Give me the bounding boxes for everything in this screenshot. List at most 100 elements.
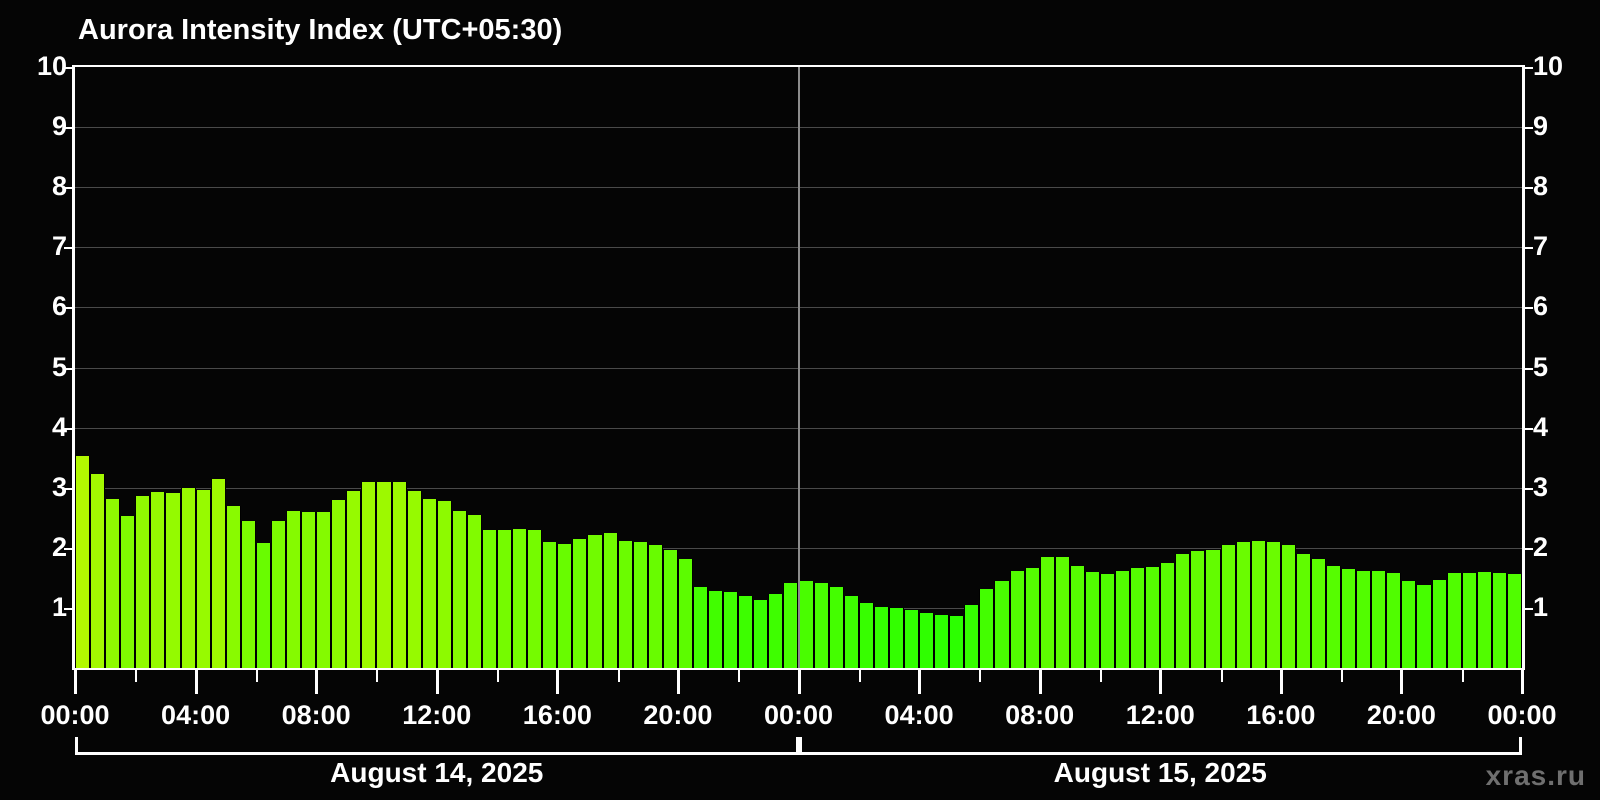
bar[interactable] <box>421 498 437 668</box>
bar[interactable] <box>1416 585 1432 668</box>
bar[interactable] <box>1024 568 1040 668</box>
bar[interactable] <box>105 498 121 668</box>
bar[interactable] <box>708 591 724 668</box>
bar[interactable] <box>1295 553 1311 668</box>
bar[interactable] <box>1039 557 1055 668</box>
bar[interactable] <box>753 600 769 668</box>
bar[interactable] <box>1160 563 1176 668</box>
bar[interactable] <box>481 529 498 668</box>
bar[interactable] <box>632 541 648 668</box>
bar[interactable] <box>964 604 980 668</box>
y-tick-mark-left-8 <box>64 187 75 189</box>
bar[interactable] <box>1461 573 1477 668</box>
bar[interactable] <box>768 594 784 668</box>
bar[interactable] <box>602 533 618 668</box>
bar[interactable] <box>1054 557 1070 668</box>
bar[interactable] <box>1476 571 1492 668</box>
bar[interactable] <box>90 474 106 668</box>
bar[interactable] <box>165 492 181 668</box>
bar[interactable] <box>225 505 241 668</box>
bar[interactable] <box>723 592 739 668</box>
bar[interactable] <box>934 615 950 668</box>
bar[interactable] <box>557 544 573 668</box>
bar[interactable] <box>949 616 965 668</box>
bar[interactable] <box>301 511 317 668</box>
bar[interactable] <box>361 481 377 668</box>
bar[interactable] <box>1491 573 1507 668</box>
bar[interactable] <box>1250 540 1266 668</box>
bar[interactable] <box>617 540 633 668</box>
bar[interactable] <box>919 612 935 668</box>
bar[interactable] <box>391 481 407 668</box>
bar[interactable] <box>436 500 452 668</box>
bar[interactable] <box>1506 573 1522 668</box>
bar[interactable] <box>1310 558 1327 668</box>
bar[interactable] <box>1175 553 1191 668</box>
bar[interactable] <box>150 491 166 668</box>
bar[interactable] <box>210 479 226 668</box>
bar[interactable] <box>346 490 362 668</box>
bar[interactable] <box>376 481 392 668</box>
x-tick-label: 00:00 <box>1487 700 1557 730</box>
bar[interactable] <box>1280 545 1296 668</box>
bar[interactable] <box>497 529 513 668</box>
bar[interactable] <box>1235 541 1251 668</box>
bar[interactable] <box>1145 567 1161 668</box>
bar[interactable] <box>1386 573 1402 668</box>
bar[interactable] <box>813 582 829 668</box>
bar[interactable] <box>466 514 482 668</box>
bar[interactable] <box>1341 569 1357 668</box>
bar[interactable] <box>979 588 995 668</box>
bar[interactable] <box>542 541 558 668</box>
bar[interactable] <box>873 606 889 668</box>
bar[interactable] <box>120 515 136 668</box>
bar[interactable] <box>75 456 91 668</box>
bar[interactable] <box>662 550 678 668</box>
bar[interactable] <box>828 586 844 668</box>
bar[interactable] <box>316 511 332 668</box>
bar[interactable] <box>783 582 799 668</box>
bar[interactable] <box>195 489 211 668</box>
bar[interactable] <box>270 520 286 668</box>
bar[interactable] <box>1009 570 1025 668</box>
bar[interactable] <box>1084 571 1100 668</box>
bar[interactable] <box>1326 565 1342 668</box>
bar[interactable] <box>1069 565 1085 668</box>
bar[interactable] <box>512 528 528 668</box>
bar[interactable] <box>1099 574 1116 668</box>
bar[interactable] <box>240 520 256 668</box>
bar[interactable] <box>1446 573 1462 668</box>
bar[interactable] <box>1115 570 1131 668</box>
bar[interactable] <box>527 529 543 668</box>
bar[interactable] <box>1265 541 1281 668</box>
bar[interactable] <box>692 586 709 668</box>
bar[interactable] <box>738 595 754 668</box>
bar[interactable] <box>406 490 422 668</box>
bar[interactable] <box>647 544 663 668</box>
bar[interactable] <box>572 538 588 668</box>
bar[interactable] <box>135 496 151 668</box>
bar[interactable] <box>180 487 196 668</box>
x-tick-label: 04:00 <box>884 700 954 730</box>
bar[interactable] <box>843 595 859 668</box>
bar[interactable] <box>1371 570 1387 668</box>
bar[interactable] <box>888 607 904 668</box>
bar[interactable] <box>904 610 920 668</box>
bar[interactable] <box>1356 570 1372 668</box>
bar[interactable] <box>255 543 271 668</box>
bar[interactable] <box>1205 550 1221 668</box>
bar[interactable] <box>1220 545 1236 668</box>
bar[interactable] <box>798 581 814 668</box>
bar[interactable] <box>677 558 693 668</box>
bar[interactable] <box>1190 551 1206 668</box>
bar[interactable] <box>286 510 302 668</box>
x-tick-major <box>435 670 439 694</box>
bar[interactable] <box>1431 580 1447 668</box>
bar[interactable] <box>994 581 1010 668</box>
bar[interactable] <box>858 603 874 668</box>
bar[interactable] <box>331 500 347 668</box>
bar[interactable] <box>1401 581 1417 668</box>
bar[interactable] <box>451 510 467 668</box>
bar[interactable] <box>1130 568 1146 668</box>
bar[interactable] <box>587 534 603 668</box>
